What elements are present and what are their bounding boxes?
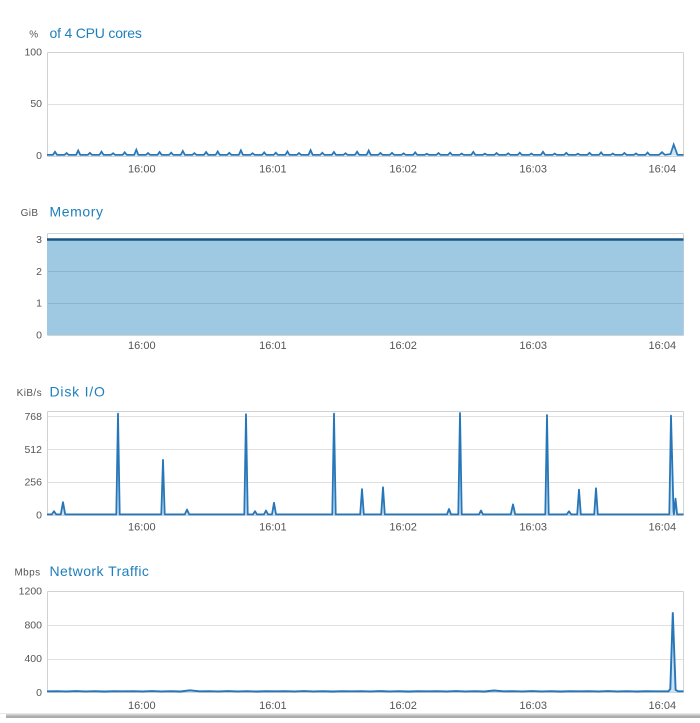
svg-text:Mbps: Mbps [14,567,40,578]
svg-text:3: 3 [36,234,42,246]
svg-text:512: 512 [24,444,42,456]
svg-text:16:00: 16:00 [128,700,156,712]
svg-text:Memory: Memory [50,203,104,219]
svg-text:of 4 CPU cores: of 4 CPU cores [50,25,142,41]
svg-text:0: 0 [36,330,42,342]
svg-text:1200: 1200 [19,586,43,598]
svg-text:16:04: 16:04 [649,522,677,534]
svg-text:768: 768 [24,411,42,423]
svg-text:800: 800 [24,619,42,631]
svg-text:16:00: 16:00 [128,164,156,176]
svg-text:256: 256 [24,477,42,489]
svg-text:16:02: 16:02 [389,340,417,352]
svg-text:400: 400 [24,653,42,665]
svg-text:%: % [29,30,38,41]
svg-text:16:03: 16:03 [519,340,547,352]
svg-text:0: 0 [36,510,42,522]
svg-text:16:01: 16:01 [259,340,287,352]
svg-text:16:01: 16:01 [259,164,287,176]
svg-text:100: 100 [24,47,42,59]
svg-text:16:04: 16:04 [649,340,677,352]
svg-text:2: 2 [36,266,42,278]
svg-text:16:03: 16:03 [519,164,547,176]
svg-text:0: 0 [36,150,42,162]
svg-text:16:02: 16:02 [389,522,417,534]
svg-text:16:04: 16:04 [649,700,677,712]
svg-text:16:02: 16:02 [389,164,417,176]
svg-text:16:00: 16:00 [128,340,156,352]
svg-text:16:04: 16:04 [649,164,677,176]
svg-text:Network Traffic: Network Traffic [50,563,150,579]
svg-text:16:03: 16:03 [519,522,547,534]
svg-text:16:01: 16:01 [259,700,287,712]
svg-text:KiB/s: KiB/s [17,388,42,399]
svg-text:16:03: 16:03 [519,700,547,712]
svg-text:Disk I/O: Disk I/O [50,383,106,399]
svg-text:16:01: 16:01 [259,522,287,534]
svg-text:1: 1 [36,298,42,310]
svg-text:16:00: 16:00 [128,522,156,534]
svg-text:16:02: 16:02 [389,700,417,712]
svg-text:50: 50 [30,98,42,110]
svg-text:0: 0 [36,687,42,699]
svg-text:GiB: GiB [21,208,39,219]
